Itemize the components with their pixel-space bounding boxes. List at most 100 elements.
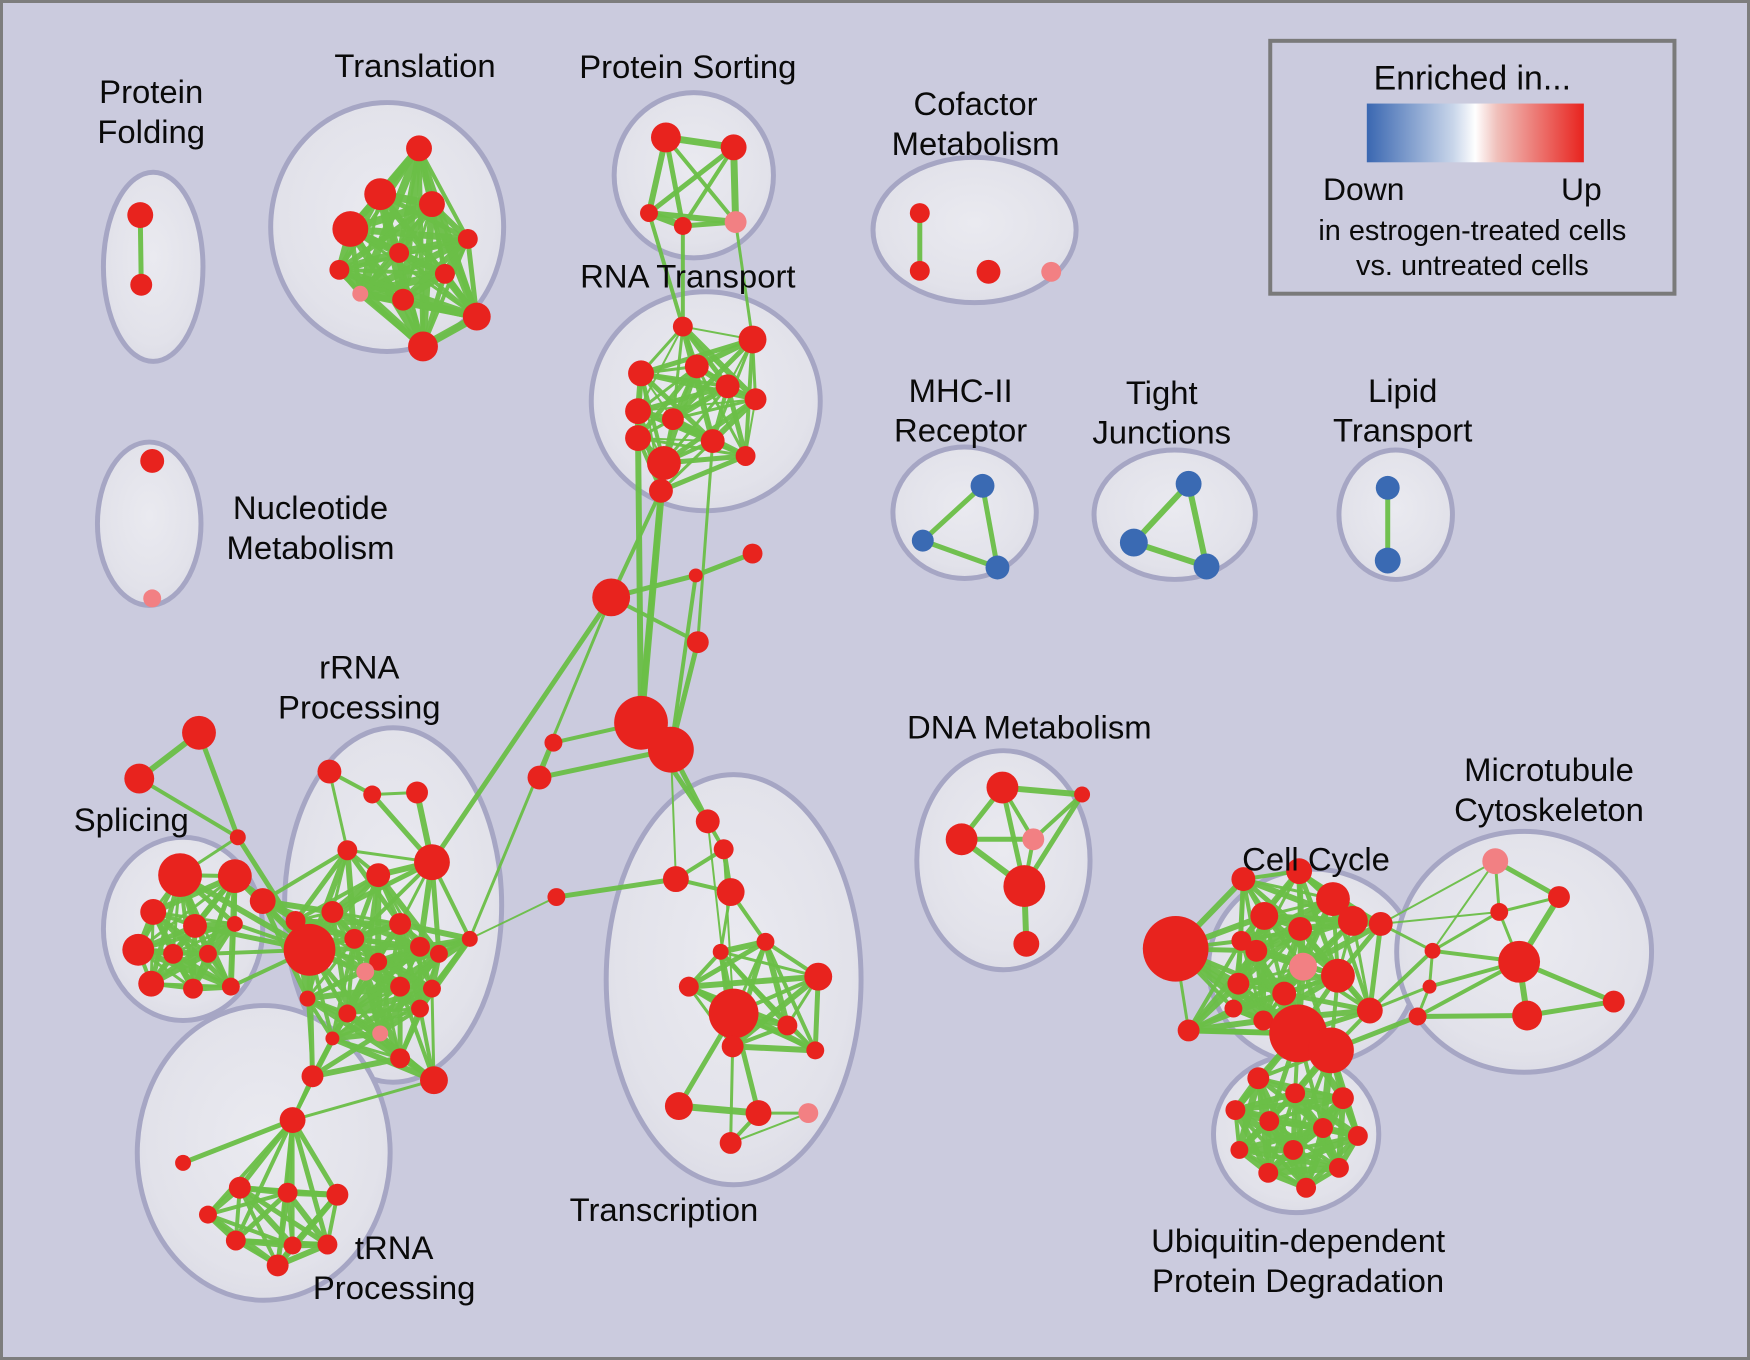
gene-set-node-118: [664, 1092, 693, 1121]
gene-set-node-22: [1041, 261, 1062, 282]
gene-set-node-8: [434, 263, 455, 284]
overlap-edge: [329, 1035, 437, 1084]
overlap-edge: [345, 1007, 422, 1016]
overlap-edge: [980, 483, 1000, 570]
gene-set-node-25: [628, 360, 654, 387]
gene-set-node-164: [1230, 1140, 1249, 1159]
overlap-edge: [346, 225, 472, 243]
overlap-edge: [680, 145, 736, 229]
gene-set-node-162: [1313, 1118, 1333, 1138]
gene-set-node-10: [392, 288, 415, 311]
overlap-edge: [1367, 948, 1435, 1013]
gene-set-node-125: [1022, 828, 1045, 851]
cluster-label-ubiquitin-dependent-protein-degradation-line2: Protein Degradation: [1152, 1262, 1444, 1299]
overlap-edge: [693, 551, 756, 578]
gene-set-node-90: [299, 990, 316, 1007]
overlap-edge: [553, 876, 679, 900]
legend-gradient-bar: [1366, 103, 1584, 163]
overlap-edge: [668, 573, 698, 752]
cluster-label-protein-folding-line1: Protein: [99, 73, 203, 110]
gene-set-node-116: [721, 1035, 744, 1058]
overlap-edge: [663, 134, 686, 229]
overlap-edge: [329, 859, 435, 915]
gene-set-node-73: [414, 844, 450, 881]
gene-set-node-4: [419, 191, 445, 218]
gene-set-node-136: [1321, 958, 1355, 993]
overlap-edge: [1415, 1013, 1530, 1019]
overlap-edge: [734, 220, 755, 342]
gene-set-node-104: [198, 1205, 217, 1224]
gene-set-node-33: [700, 429, 725, 454]
gene-set-node-26: [684, 354, 709, 379]
gene-set-node-74: [283, 923, 336, 976]
cluster-label-tight-junctions-line1: Tight: [1126, 374, 1198, 411]
cluster-label-nucleotide-metabolism-line1: Nucleotide: [233, 489, 388, 526]
gene-set-node-161: [1259, 1111, 1280, 1132]
gene-set-node-160: [1225, 1100, 1246, 1121]
gene-set-node-38: [985, 555, 1010, 580]
gene-set-node-112: [678, 976, 699, 997]
overlap-edge: [260, 848, 350, 904]
overlap-edge: [635, 383, 731, 414]
gene-set-node-48: [688, 568, 703, 583]
overlap-edge: [637, 398, 757, 413]
gene-set-node-138: [1272, 981, 1297, 1006]
gene-set-node-65: [138, 970, 165, 997]
overlap-edge: [729, 1112, 810, 1144]
gene-set-node-124: [945, 823, 978, 856]
gene-set-node-24: [738, 325, 767, 354]
overlap-edge: [658, 453, 749, 494]
gene-set-node-17: [673, 217, 692, 235]
gene-set-node-42: [1375, 475, 1400, 500]
legend-subtitle-line2: vs. untreated cells: [1356, 250, 1589, 282]
gene-set-node-55: [124, 763, 155, 794]
overlap-edge: [330, 936, 357, 1041]
gene-set-node-64: [198, 944, 217, 963]
overlap-edge: [205, 1212, 295, 1248]
gene-set-node-34: [735, 446, 756, 466]
gene-set-node-102: [317, 1234, 338, 1255]
gene-set-node-123: [1074, 786, 1091, 803]
gene-set-node-69: [363, 785, 382, 804]
cluster-label-mhc-ii-receptor-line2: Receptor: [894, 412, 1027, 449]
gene-set-node-110: [756, 932, 775, 951]
overlap-edge: [1281, 991, 1373, 1014]
gene-set-node-150: [1408, 1007, 1427, 1026]
overlap-edge: [1379, 910, 1501, 925]
gene-set-node-126: [1003, 865, 1046, 907]
gene-set-node-41: [1193, 553, 1220, 580]
overlap-edge: [1232, 1095, 1346, 1113]
overlap-edge: [337, 267, 447, 276]
gene-set-node-134: [1245, 939, 1268, 962]
gene-set-node-82: [356, 962, 375, 981]
gene-set-node-6: [389, 242, 410, 263]
cluster-label-microtubule-cytoskeleton-line1: Microtubule: [1464, 751, 1634, 788]
gene-set-node-79: [389, 912, 412, 935]
overlap-edge: [327, 770, 349, 852]
overlap-edge: [1185, 980, 1242, 1034]
overlap-edge: [136, 874, 237, 952]
gene-set-node-44: [140, 449, 165, 473]
cluster-ellipse-mhc-ii-receptor: [890, 444, 1039, 581]
gene-set-node-57: [158, 853, 202, 898]
gene-set-node-88: [372, 1025, 389, 1042]
overlap-edge: [329, 985, 435, 1042]
cluster-label-cell-cycle: Cell Cycle: [1242, 841, 1390, 878]
gene-set-node-139: [1224, 999, 1243, 1018]
gene-set-node-59: [140, 899, 167, 925]
gene-set-node-56: [229, 829, 246, 846]
overlap-edge: [671, 397, 758, 421]
gene-set-node-46: [592, 578, 631, 617]
gene-set-node-53: [527, 765, 552, 790]
gene-set-node-3: [364, 178, 397, 211]
overlap-edge: [233, 1190, 291, 1244]
gene-set-node-133: [1288, 916, 1313, 941]
gene-set-node-103: [266, 1254, 289, 1277]
gene-set-node-166: [1258, 1162, 1279, 1183]
gene-set-node-71: [337, 840, 358, 861]
cluster-label-nucleotide-metabolism-line2: Metabolism: [227, 529, 395, 566]
gene-set-node-146: [1368, 911, 1393, 936]
overlap-edge: [686, 939, 768, 990]
gene-set-node-158: [1285, 1083, 1306, 1104]
